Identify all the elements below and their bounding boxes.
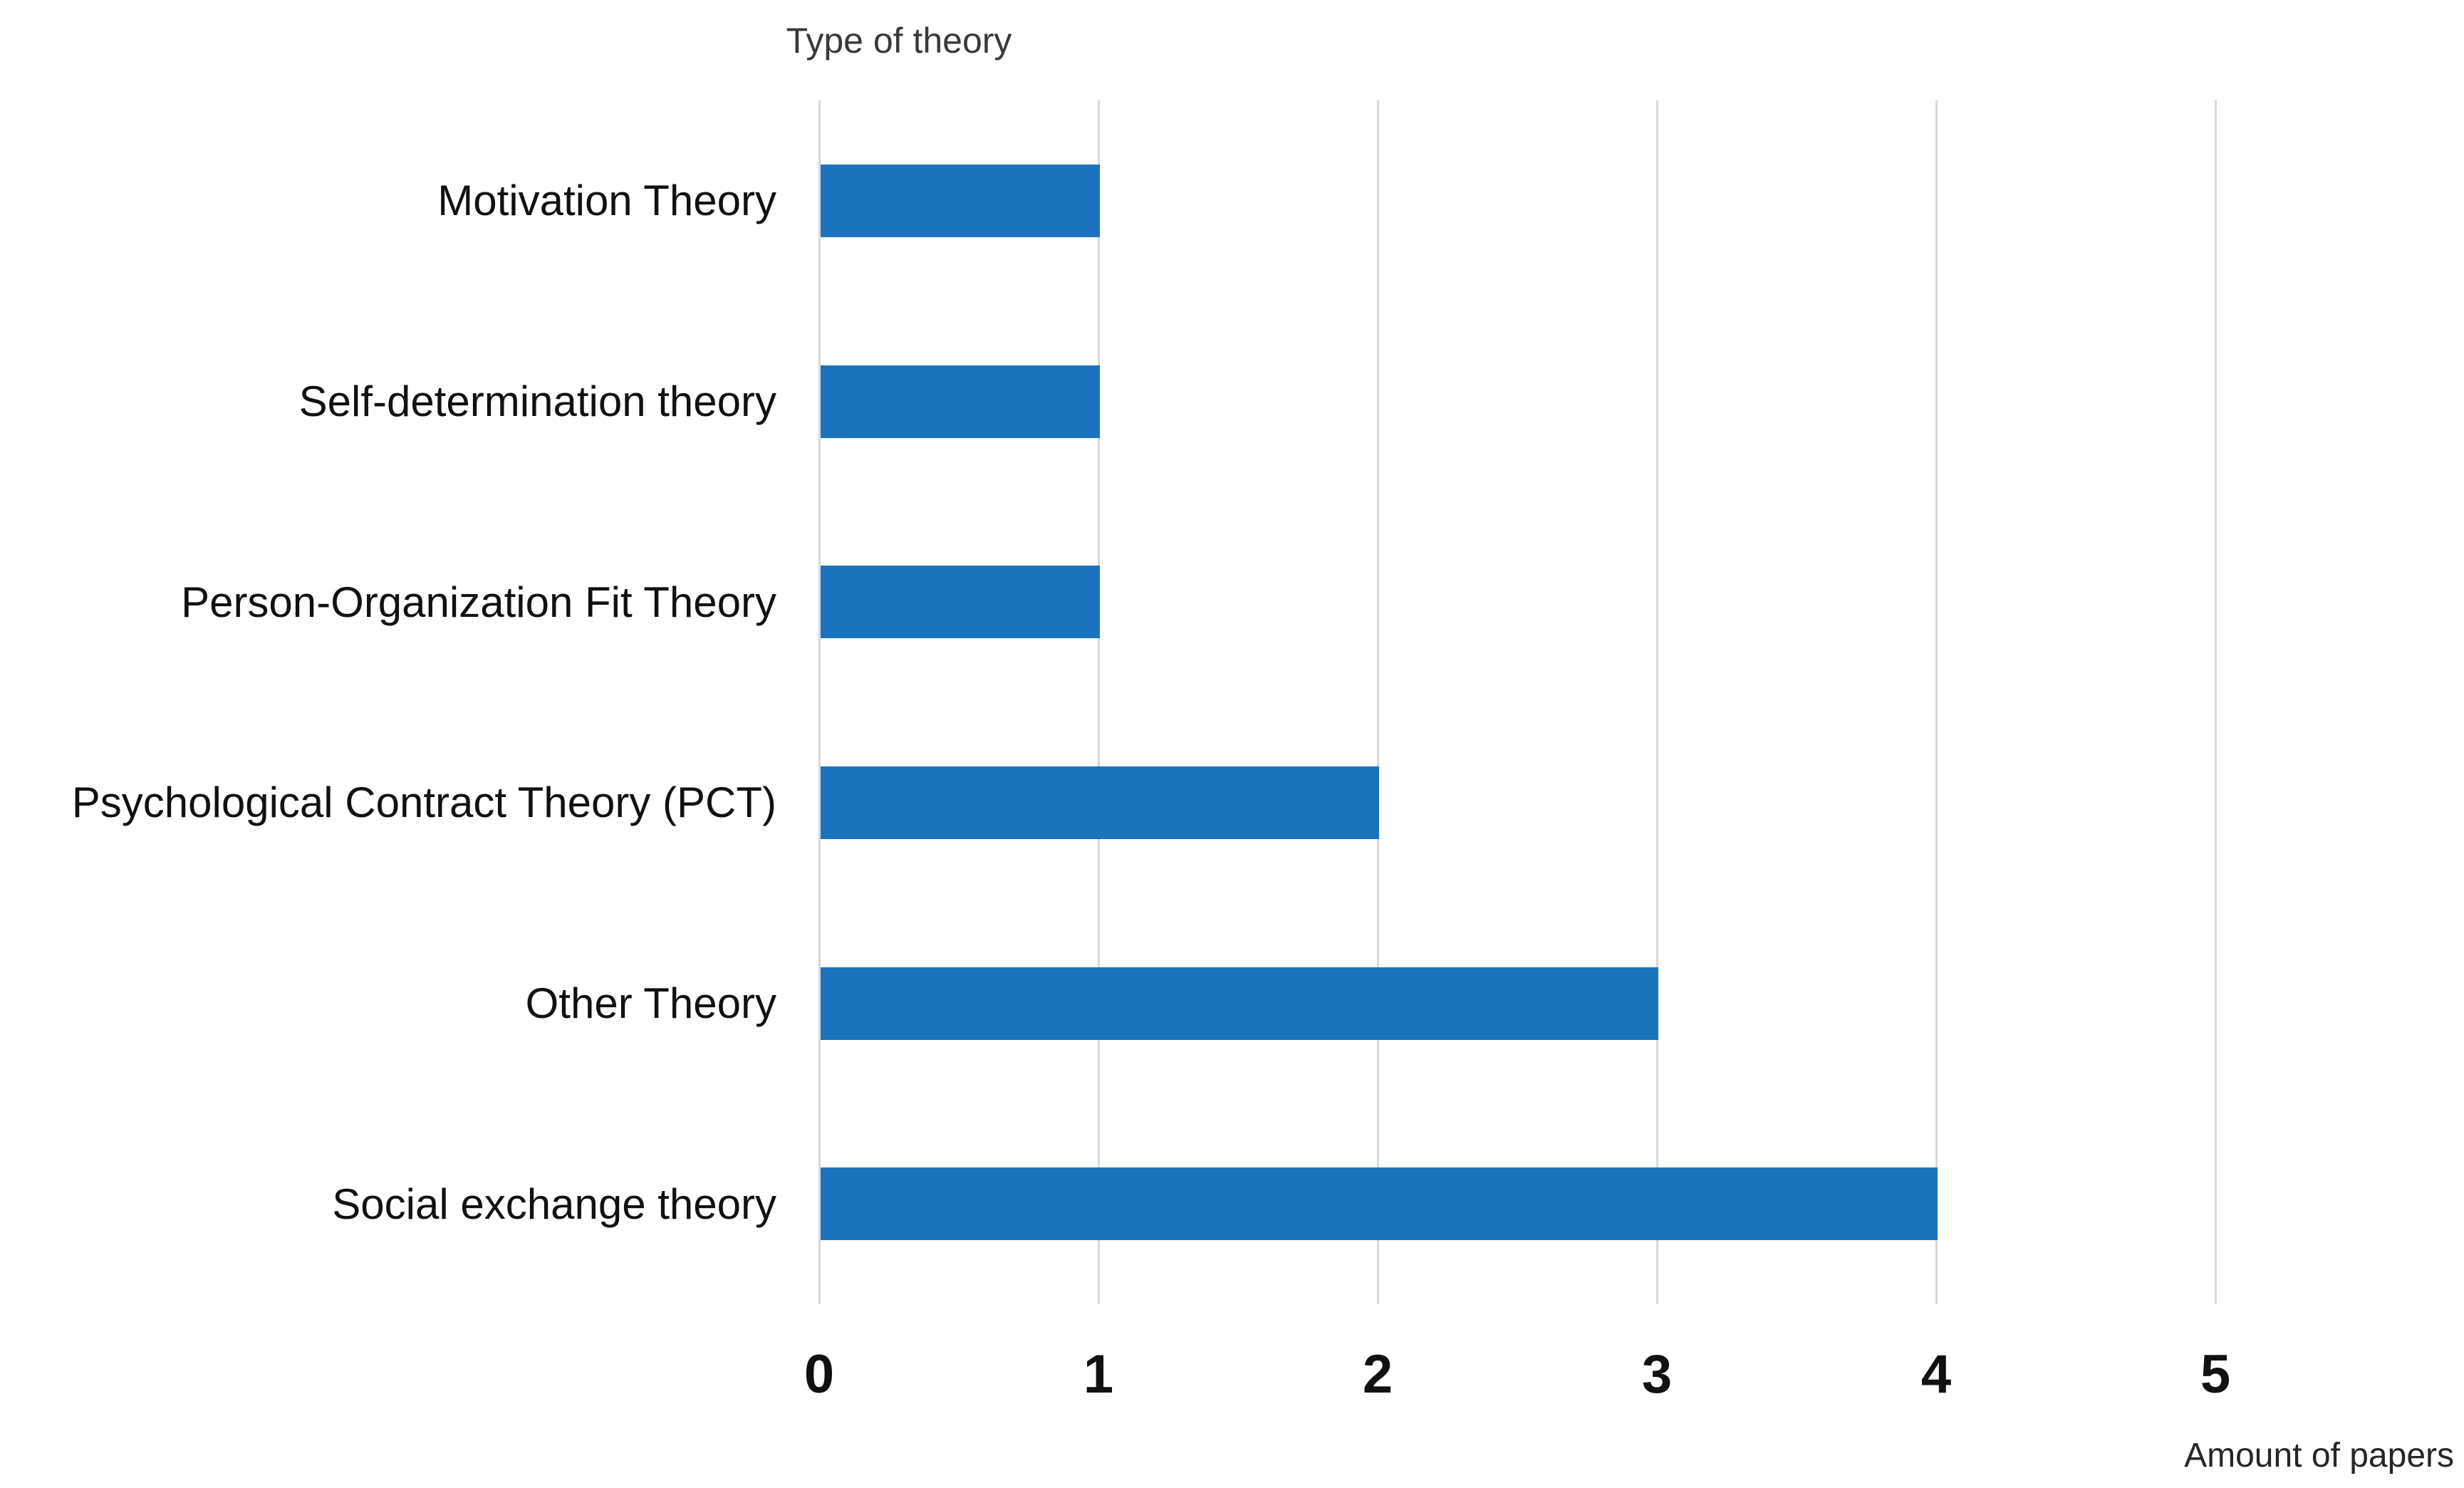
x-tick-label-4: 4 <box>1920 1344 1952 1405</box>
chart-title: Type of theory <box>786 21 1012 61</box>
bar-person-organization-fit-theory <box>821 566 1100 639</box>
x-tick-label-2: 2 <box>1362 1344 1393 1405</box>
gridline-2 <box>1377 100 1379 1304</box>
gridline-4 <box>1935 100 1938 1304</box>
category-label-self-determination-theory: Self-determination theory <box>298 377 776 425</box>
category-label-person-organization-fit-theory: Person-Organization Fit Theory <box>181 578 776 626</box>
bar-psychological-contract-theory-pct <box>821 766 1379 839</box>
gridline-1 <box>1098 100 1100 1304</box>
gridline-0 <box>818 100 821 1304</box>
category-label-other-theory: Other Theory <box>525 979 776 1027</box>
x-tick-label-1: 1 <box>1083 1344 1114 1405</box>
x-tick-label-0: 0 <box>804 1344 835 1405</box>
gridline-5 <box>2215 100 2217 1304</box>
bar-self-determination-theory <box>821 365 1100 438</box>
x-axis-label: Amount of papers <box>2184 1437 2454 1474</box>
bar-other-theory <box>821 967 1658 1040</box>
category-label-social-exchange-theory: Social exchange theory <box>332 1180 776 1228</box>
gridline-3 <box>1656 100 1658 1304</box>
bar-motivation-theory <box>821 164 1100 237</box>
plot-area <box>818 100 2458 1304</box>
x-tick-label-3: 3 <box>1641 1344 1673 1405</box>
category-axis: Motivation Theory Self-determination theo… <box>0 100 776 1304</box>
bar-social-exchange-theory <box>821 1167 1938 1241</box>
category-label-psychological-contract-theory-pct: Psychological Contract Theory (PCT) <box>71 779 776 827</box>
x-tick-label-5: 5 <box>2200 1344 2231 1405</box>
category-label-motivation-theory: Motivation Theory <box>437 177 776 225</box>
